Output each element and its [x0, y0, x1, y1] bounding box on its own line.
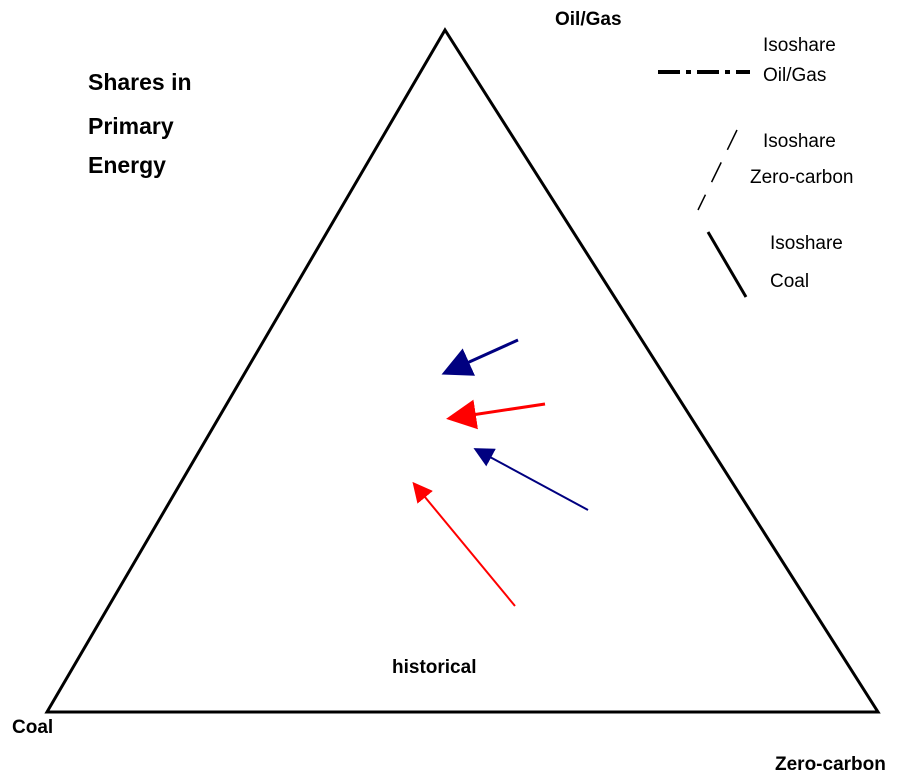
historical-label: historical — [392, 657, 476, 678]
arrow — [473, 448, 589, 511]
legend-text: Isoshare — [763, 131, 836, 152]
vertex-label: Zero-carbon — [775, 754, 886, 775]
arrow — [441, 338, 519, 376]
legend-text: Coal — [770, 271, 809, 292]
triangle — [44, 27, 881, 714]
title-line: Primary — [88, 113, 174, 139]
legend-text: Oil/Gas — [763, 65, 826, 86]
legend-text: Zero-carbon — [750, 167, 854, 188]
title-line: Shares in — [88, 69, 192, 95]
legend-text: Isoshare — [763, 35, 836, 56]
legend-text: Isoshare — [770, 233, 843, 254]
vertex-label: Oil/Gas — [555, 9, 622, 30]
vertex-label: Coal — [12, 717, 53, 738]
legend-marker — [706, 231, 748, 298]
title-line: Energy — [88, 152, 166, 178]
arrow — [446, 399, 546, 430]
arrow — [412, 481, 516, 607]
legend-marker — [697, 129, 738, 211]
